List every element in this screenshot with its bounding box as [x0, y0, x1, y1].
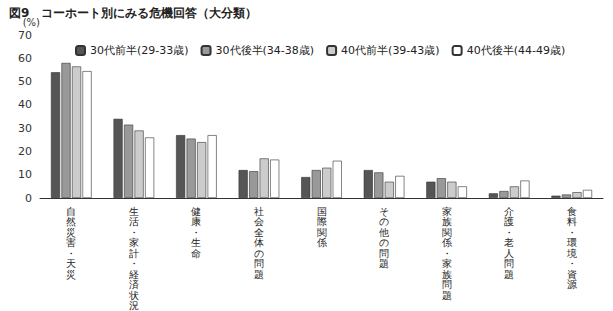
svg-text:済: 済 [129, 279, 139, 290]
svg-text:家: 家 [442, 258, 452, 269]
svg-text:康: 康 [191, 216, 201, 227]
svg-text:問: 問 [504, 258, 514, 269]
svg-text:関: 関 [317, 227, 327, 238]
svg-text:護: 護 [504, 216, 514, 227]
svg-text:状: 状 [128, 290, 139, 301]
svg-text:・: ・ [191, 227, 201, 238]
svg-text:そ: そ [379, 206, 389, 217]
svg-text:他: 他 [379, 227, 389, 238]
svg-text:図9 コーホート別にみる危機回答（大分類）: 図9 コーホート別にみる危機回答（大分類） [9, 6, 257, 20]
svg-text:介: 介 [504, 206, 514, 217]
svg-text:題: 題 [442, 290, 452, 301]
svg-text:の: の [254, 248, 264, 259]
svg-text:問: 問 [379, 248, 389, 259]
svg-text:体: 体 [254, 237, 264, 248]
svg-text:健: 健 [191, 206, 201, 217]
svg-text:の: の [379, 237, 389, 248]
svg-text:20: 20 [18, 145, 32, 158]
svg-text:生: 生 [191, 237, 201, 248]
svg-text:・: ・ [129, 258, 139, 269]
svg-text:災: 災 [66, 269, 76, 280]
svg-text:料: 料 [567, 216, 577, 227]
svg-text:関: 関 [442, 227, 452, 238]
svg-text:全: 全 [254, 227, 264, 238]
svg-text:家: 家 [442, 206, 452, 217]
svg-text:然: 然 [66, 216, 76, 227]
svg-text:・: ・ [66, 248, 76, 259]
svg-text:族: 族 [442, 269, 452, 280]
svg-text:天: 天 [66, 258, 76, 269]
svg-text:境: 境 [566, 248, 577, 259]
svg-text:40: 40 [18, 98, 32, 111]
svg-text:活: 活 [129, 216, 139, 227]
svg-text:問: 問 [254, 258, 264, 269]
svg-text:生: 生 [129, 206, 139, 217]
svg-text:30: 30 [18, 122, 32, 135]
svg-text:災: 災 [66, 227, 76, 238]
svg-text:題: 題 [379, 258, 389, 269]
svg-text:食: 食 [567, 206, 577, 217]
svg-text:係: 係 [317, 237, 327, 248]
svg-text:家: 家 [129, 237, 139, 248]
svg-text:老: 老 [504, 237, 514, 248]
svg-text:題: 題 [504, 269, 514, 280]
svg-text:社: 社 [254, 206, 264, 217]
svg-text:経: 経 [128, 269, 139, 280]
svg-text:60: 60 [18, 52, 32, 65]
svg-text:10: 10 [18, 168, 32, 181]
svg-text:命: 命 [191, 248, 201, 259]
svg-text:40代後半(44-49歳): 40代後半(44-49歳) [467, 44, 566, 57]
svg-text:際: 際 [317, 216, 327, 227]
svg-text:自: 自 [66, 206, 76, 217]
svg-text:・: ・ [567, 227, 577, 238]
svg-text:会: 会 [254, 216, 264, 227]
svg-text:題: 題 [254, 269, 264, 280]
svg-text:問: 問 [442, 279, 452, 290]
svg-text:0: 0 [25, 192, 32, 205]
svg-text:・: ・ [442, 248, 452, 259]
svg-text:源: 源 [567, 279, 577, 290]
svg-text:人: 人 [504, 248, 514, 259]
svg-text:30代後半(34-38歳): 30代後半(34-38歳) [216, 44, 315, 57]
svg-text:族: 族 [442, 216, 452, 227]
svg-text:国: 国 [317, 206, 327, 217]
svg-text:40代前半(39-43歳): 40代前半(39-43歳) [341, 44, 440, 57]
svg-text:50: 50 [18, 75, 32, 88]
svg-text:の: の [379, 216, 389, 227]
svg-text:・: ・ [129, 227, 139, 238]
svg-text:・: ・ [567, 258, 577, 269]
svg-text:計: 計 [129, 248, 139, 259]
svg-text:70: 70 [18, 29, 32, 42]
svg-text:環: 環 [567, 237, 577, 248]
svg-text:30代前半(29-33歳): 30代前半(29-33歳) [90, 44, 189, 57]
svg-text:況: 況 [129, 300, 139, 311]
svg-text:資: 資 [567, 269, 577, 280]
svg-text:・: ・ [504, 227, 514, 238]
svg-text:係: 係 [442, 237, 452, 248]
svg-text:害: 害 [66, 237, 76, 248]
